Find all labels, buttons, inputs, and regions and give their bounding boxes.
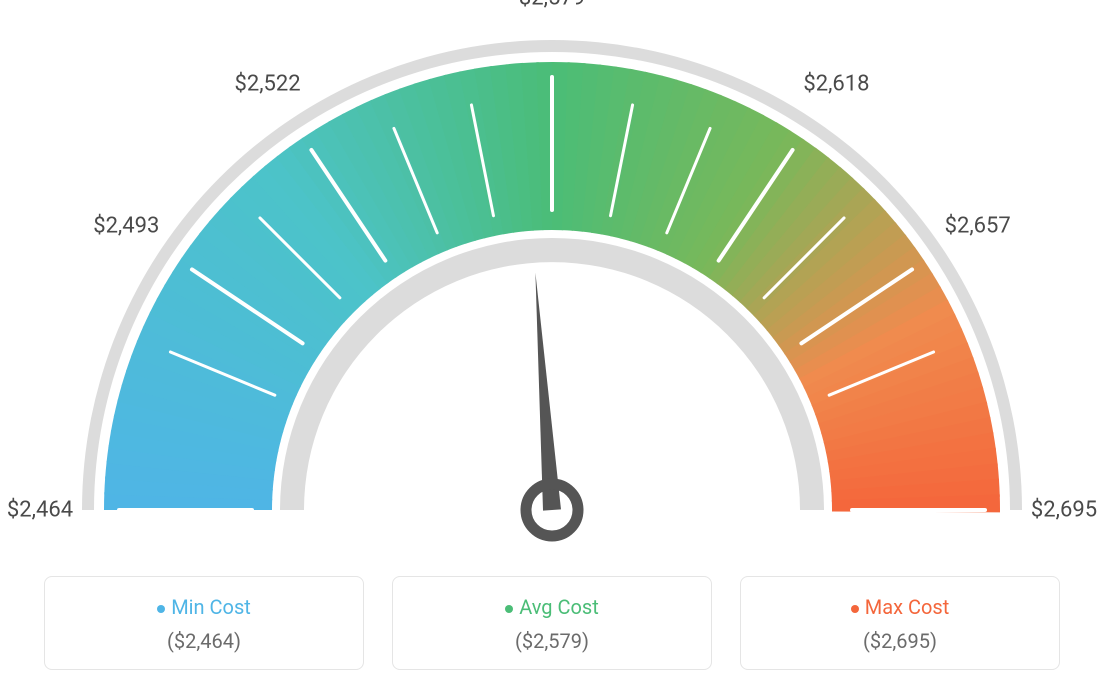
legend-label: Min Cost bbox=[55, 595, 353, 619]
legend-bullet-icon bbox=[157, 605, 165, 613]
gauge-tick-label: $2,464 bbox=[7, 498, 73, 523]
legend-label: Max Cost bbox=[751, 595, 1049, 619]
gauge-chart: $2,464 $2,493 $2,522 $2,579 $2,618 $2,657 $2,6… bbox=[0, 0, 1104, 560]
gauge-tick-label: $2,657 bbox=[945, 213, 1011, 238]
gauge-tick-label: $2,522 bbox=[234, 72, 300, 97]
legend-bullet-icon bbox=[505, 605, 513, 613]
gauge-tick-label: $2,618 bbox=[803, 72, 869, 97]
legend-value: ($2,695) bbox=[751, 629, 1049, 653]
legend-card: Max Cost ($2,695) bbox=[740, 576, 1060, 670]
legend-bullet-icon bbox=[851, 605, 859, 613]
legend-label: Avg Cost bbox=[403, 595, 701, 619]
legend-card: Avg Cost ($2,579) bbox=[392, 576, 712, 670]
legend-label-text: Max Cost bbox=[865, 595, 950, 619]
legend-card: Min Cost ($2,464) bbox=[44, 576, 364, 670]
legend-row: Min Cost ($2,464) Avg Cost ($2,579) Max Cost… bbox=[0, 576, 1104, 670]
gauge-tick-label: $2,493 bbox=[93, 213, 159, 238]
legend-label-text: Avg Cost bbox=[519, 595, 599, 619]
gauge-tick-label: $2,695 bbox=[1031, 498, 1097, 523]
legend-value: ($2,579) bbox=[403, 629, 701, 653]
gauge-tick-label: $2,579 bbox=[519, 0, 585, 11]
legend-label-text: Min Cost bbox=[171, 595, 251, 619]
legend-value: ($2,464) bbox=[55, 629, 353, 653]
gauge-svg bbox=[0, 0, 1104, 560]
